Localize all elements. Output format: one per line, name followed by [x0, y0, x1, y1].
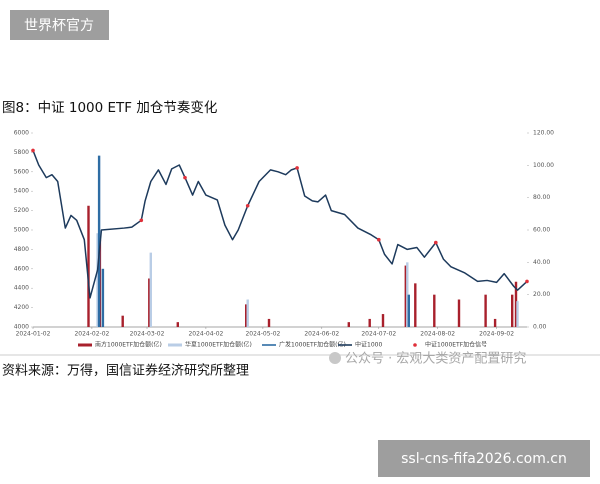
signal-dot [434, 240, 438, 245]
x-tick-label: 2024-09-02 [479, 331, 514, 338]
y-tick-label: 4400 [14, 285, 29, 292]
y-tick-label: 4800 [14, 246, 29, 253]
bar [516, 301, 519, 327]
bar [407, 294, 410, 327]
signal-dot [525, 279, 529, 284]
y2-tick-label: 20.00 [533, 291, 550, 298]
bar [368, 318, 371, 327]
source-note: 资料来源：万得，国信证券经济研究所整理 [2, 363, 249, 379]
legend-swatch [78, 343, 92, 347]
bar [97, 155, 101, 327]
x-tick-label: 2024-08-02 [420, 331, 455, 338]
signal-dot [139, 218, 144, 223]
y-tick-label: 5000 [14, 227, 29, 234]
signal-dot [377, 237, 381, 242]
index-line [32, 150, 528, 299]
x-tick-label: 2024-02-02 [74, 331, 109, 338]
bar [267, 318, 271, 327]
legend-swatch [413, 343, 417, 347]
watermark-box [10, 10, 109, 40]
y-tick-label: 6000 [14, 130, 29, 137]
x-tick-label: 2024-01-02 [16, 331, 51, 338]
bar [511, 294, 514, 327]
y2-tick-label: 0.00 [533, 324, 547, 331]
x-tick-label: 2024-05-02 [245, 331, 280, 338]
signal-dot [295, 166, 299, 170]
bar [514, 281, 518, 327]
x-tick-label: 2024-07-02 [361, 331, 396, 338]
x-tick-label: 2024-03-02 [130, 331, 165, 338]
legend-label: 南方1000ETF加仓额(亿) [95, 341, 162, 349]
bar [96, 233, 99, 327]
bar [433, 294, 436, 327]
y2-tick-label: 60.00 [533, 227, 550, 234]
bar [246, 299, 249, 327]
legend-label: 中证1000 [355, 341, 382, 349]
watermark: 世界杯官方 [24, 18, 94, 34]
bar [148, 278, 151, 327]
watermark-icon [329, 352, 341, 364]
footer-url: ssl-cns-fifa2026.com.cn [401, 451, 567, 467]
x-tick-label: 2024-04-02 [188, 331, 223, 338]
bar [347, 322, 350, 327]
bar [101, 268, 105, 327]
y-tick-label: 5200 [14, 207, 29, 214]
legend-label: 华夏1000ETF加仓额(亿) [185, 341, 252, 349]
bar [381, 314, 385, 327]
bar [457, 299, 461, 327]
bar [87, 205, 90, 327]
signal-dot [183, 175, 187, 180]
bar [149, 252, 152, 327]
y-tick-label: 4200 [14, 304, 29, 311]
footer-box [378, 440, 590, 477]
bar [493, 318, 497, 327]
y-tick-label: 5600 [14, 168, 29, 175]
bar [245, 304, 248, 327]
legend-swatch [168, 343, 182, 347]
y-tick-label: 5800 [14, 149, 29, 156]
y2-tick-label: 100.00 [533, 162, 554, 169]
signal-dot [245, 203, 250, 208]
y-tick-label: 4600 [14, 265, 29, 272]
y-tick-label: 4000 [14, 324, 29, 331]
signal-dot [31, 148, 35, 153]
legend-label: 中证1000ETF加仓信号 [425, 341, 487, 349]
y2-tick-label: 120.00 [533, 130, 554, 137]
bar [121, 315, 124, 327]
y-tick-label: 5400 [14, 188, 29, 195]
figure-title: 图8：中证 1000 ETF 加仓节奏变化 [2, 100, 217, 116]
bar [484, 294, 487, 327]
bar [176, 322, 179, 327]
bar [406, 262, 409, 327]
y2-tick-label: 80.00 [533, 194, 550, 201]
x-tick-label: 2024-06-02 [304, 331, 339, 338]
bar [404, 265, 407, 327]
y2-tick-label: 40.00 [533, 259, 550, 266]
overlay-watermark: 公众号 · 宏观大类资产配置研究 [345, 352, 526, 367]
legend-label: 广发1000ETF加仓额(亿) [279, 341, 346, 349]
bar [414, 283, 417, 327]
